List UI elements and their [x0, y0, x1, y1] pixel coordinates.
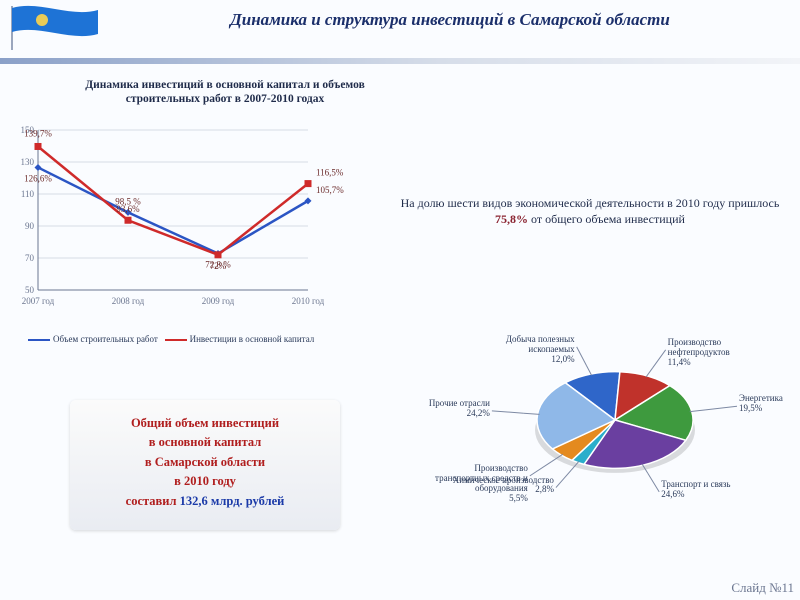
- pie-slice-label: Энергетика19,5%: [739, 394, 800, 414]
- svg-text:93,6%: 93,6%: [116, 204, 140, 214]
- pie-intro-pct: 75,8%: [495, 212, 528, 226]
- summary-line3: в Самарской области: [82, 453, 328, 472]
- svg-text:2010 год: 2010 год: [292, 296, 325, 306]
- summary-box: Общий объем инвестиций в основной капита…: [70, 400, 340, 530]
- page-header: Динамика и структура инвестиций в Самарс…: [0, 0, 800, 64]
- line-chart: 5070901101301502007 год2008 год2009 год2…: [8, 120, 358, 320]
- svg-text:105,7%: 105,7%: [316, 185, 344, 195]
- summary-line1: Общий объем инвестиций: [82, 414, 328, 433]
- svg-text:2009 год: 2009 год: [202, 296, 235, 306]
- svg-text:70: 70: [25, 253, 35, 263]
- pie-slice-label: Прочие отрасли24,2%: [380, 399, 490, 419]
- svg-text:90: 90: [25, 221, 35, 231]
- svg-text:110: 110: [21, 189, 35, 199]
- pie-chart: Добыча полезных ископаемых12,0% Производс…: [380, 275, 790, 575]
- pie-slice-label: Производство нефтепродуктов11,4%: [668, 338, 778, 368]
- svg-text:2007 год: 2007 год: [22, 296, 55, 306]
- header-divider: [0, 58, 800, 64]
- summary-line5: составил 132,6 млрд. рублей: [82, 492, 328, 511]
- pie-intro-suffix: от общего объема инвестиций: [528, 212, 685, 226]
- svg-text:50: 50: [25, 285, 35, 295]
- pie-intro-prefix: На долю шести видов экономической деятел…: [401, 196, 780, 210]
- flag-icon: [10, 4, 100, 52]
- svg-text:126,6%: 126,6%: [24, 173, 52, 183]
- summary-line2: в основной капитал: [82, 433, 328, 452]
- slide-number: Слайд №11: [731, 580, 794, 596]
- pie-slice-label: Производство транспортных средств и обор…: [418, 464, 528, 504]
- svg-text:2008 год: 2008 год: [112, 296, 145, 306]
- svg-text:130: 130: [21, 157, 35, 167]
- page-title: Динамика и структура инвестиций в Самарс…: [120, 10, 780, 30]
- pie-slice-label: Добыча полезных ископаемых12,0%: [465, 335, 575, 365]
- pie-intro-text: На долю шести видов экономической деятел…: [400, 195, 780, 227]
- summary-line4: в 2010 году: [82, 472, 328, 491]
- svg-text:72%: 72%: [210, 261, 227, 271]
- pie-slice-label: Транспорт и связь24,6%: [661, 480, 771, 500]
- line-chart-legend: Объем строительных работ Инвестиции в ос…: [28, 334, 321, 344]
- svg-text:116,5%: 116,5%: [316, 168, 344, 178]
- svg-text:139,7%: 139,7%: [24, 128, 52, 138]
- line-chart-subtitle: Динамика инвестиций в основной капитал и…: [70, 78, 380, 107]
